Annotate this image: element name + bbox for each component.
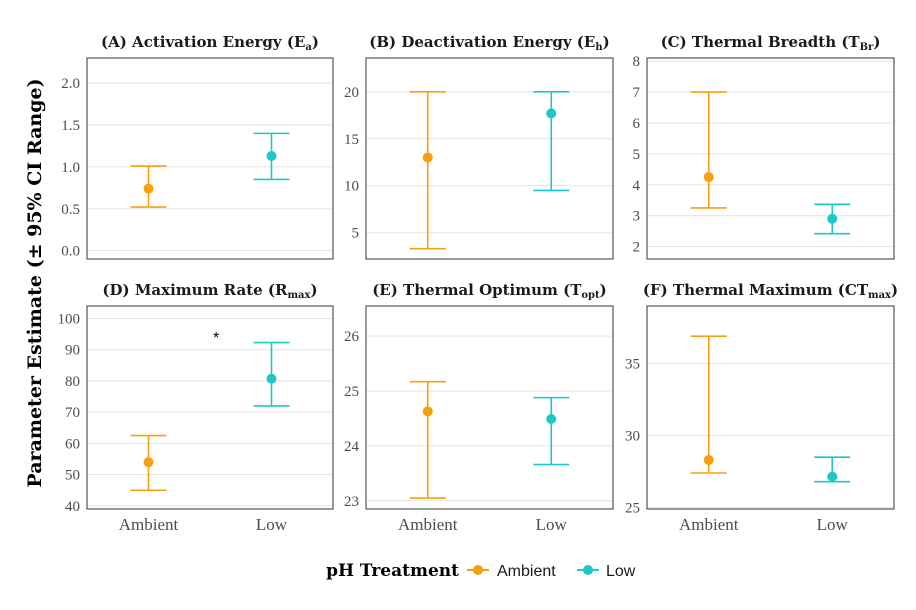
point-low [827,471,838,482]
legend-key-point-ambient [473,565,483,575]
y-tick-label: 4 [633,178,641,194]
y-tick-label: 0.0 [61,244,80,260]
legend-label-ambient: Ambient [497,563,556,580]
point-low [266,373,277,384]
x-tick-label: Low [256,515,288,534]
x-tick-label: Ambient [398,515,458,534]
x-tick-label: Ambient [119,515,179,534]
y-tick-label: 25 [625,501,640,517]
point-ambient [422,406,433,417]
panel-d: (D) Maximum Rate (Rmax) 40 50 60 70 80 90 100 * A… [58,281,334,534]
y-tick-label: 5 [633,147,641,163]
x-tick-label: Ambient [679,515,739,534]
legend: pH Treatment Ambient Low [326,561,636,581]
y-tick-label: 50 [65,468,80,484]
y-tick-label: 25 [344,384,359,400]
panel-border [646,57,895,260]
y-tick-label: 15 [344,132,359,148]
point-ambient [703,172,714,183]
legend-item-ambient: Ambient [467,563,556,580]
y-tick-label: 90 [65,343,80,359]
y-tick-label: 8 [633,54,641,70]
y-tick-label: 30 [625,429,640,445]
panel-border [365,57,614,260]
y-tick-label: 1.0 [61,160,80,176]
legend-item-low: Low [577,563,636,580]
y-tick-label: 35 [625,357,640,373]
panel-e: (E) Thermal Optimum (Topt) 23 24 25 26 Ambien… [344,281,614,534]
panel-title: (B) Deactivation Energy (Eh) [369,33,609,53]
panel-border [646,305,895,510]
significance-marker: * [213,330,219,347]
y-axis-label: Parameter Estimate (± 95% CI Range) [24,78,46,487]
panel-title: (A) Activation Energy (Ea) [101,33,319,53]
legend-label-low: Low [606,563,636,580]
y-tick-label: 0.5 [61,202,80,218]
point-low [827,213,838,224]
panel-title: (D) Maximum Rate (Rmax) [102,281,317,301]
y-tick-label: 70 [65,405,80,421]
y-tick-label: 40 [65,499,80,515]
y-tick-label: 5 [352,226,360,242]
x-tick-label: Low [536,515,568,534]
panel-f: (F) Thermal Maximum (CTmax) 25 30 35 Ambient… [625,281,898,534]
panel-b: (B) Deactivation Energy (Eh) 5 10 15 20 [344,33,614,260]
y-tick-label: 3 [633,209,641,225]
y-tick-label: 10 [344,179,359,195]
panel-title: (F) Thermal Maximum (CTmax) [643,281,898,301]
y-tick-label: 23 [344,494,359,510]
point-low [546,108,557,119]
y-tick-label: 80 [65,374,80,390]
y-tick-label: 7 [633,85,641,101]
point-low [266,150,277,161]
y-tick-label: 20 [344,85,359,101]
panel-border [365,305,614,510]
panel-border [86,57,334,260]
x-tick-label: Low [817,515,849,534]
y-tick-label: 2 [633,240,641,256]
panel-title: (C) Thermal Breadth (TBr) [661,33,881,53]
point-ambient [143,457,154,468]
panel-a: (A) Activation Energy (Ea) 0.0 0.5 1.0 1.5 2.… [61,33,334,260]
point-ambient [703,455,714,466]
y-tick-label: 100 [58,311,81,327]
y-tick-label: 24 [344,439,360,455]
point-ambient [143,183,154,194]
y-tick-label: 26 [344,329,360,345]
point-low [546,414,557,425]
panel-c: (C) Thermal Breadth (TBr) 2 3 4 5 6 7 8 [633,33,895,260]
y-tick-label: 1.5 [61,118,80,134]
y-tick-label: 2.0 [61,76,80,92]
panel-title: (E) Thermal Optimum (Topt) [372,281,607,301]
y-tick-label: 60 [65,436,80,452]
legend-key-point-low [583,565,593,575]
panels: (A) Activation Energy (Ea) 0.0 0.5 1.0 1.5 2.… [58,33,899,534]
y-tick-label: 6 [633,116,641,132]
legend-title: pH Treatment [326,561,459,581]
point-ambient [422,152,433,163]
panel-border [86,305,334,510]
